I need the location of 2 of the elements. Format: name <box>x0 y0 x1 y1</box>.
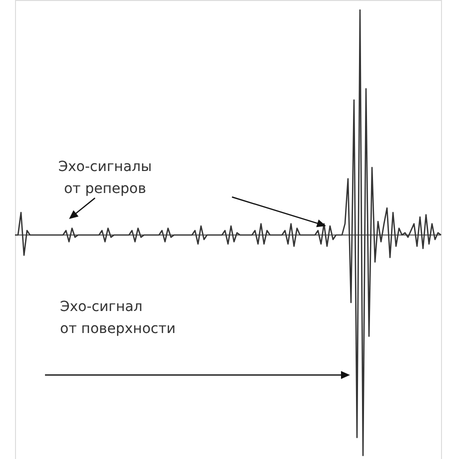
annotation: Эхо-сигналы от реперов <box>58 159 152 197</box>
annotation: Эхо-сигнал от поверхности <box>60 299 176 337</box>
